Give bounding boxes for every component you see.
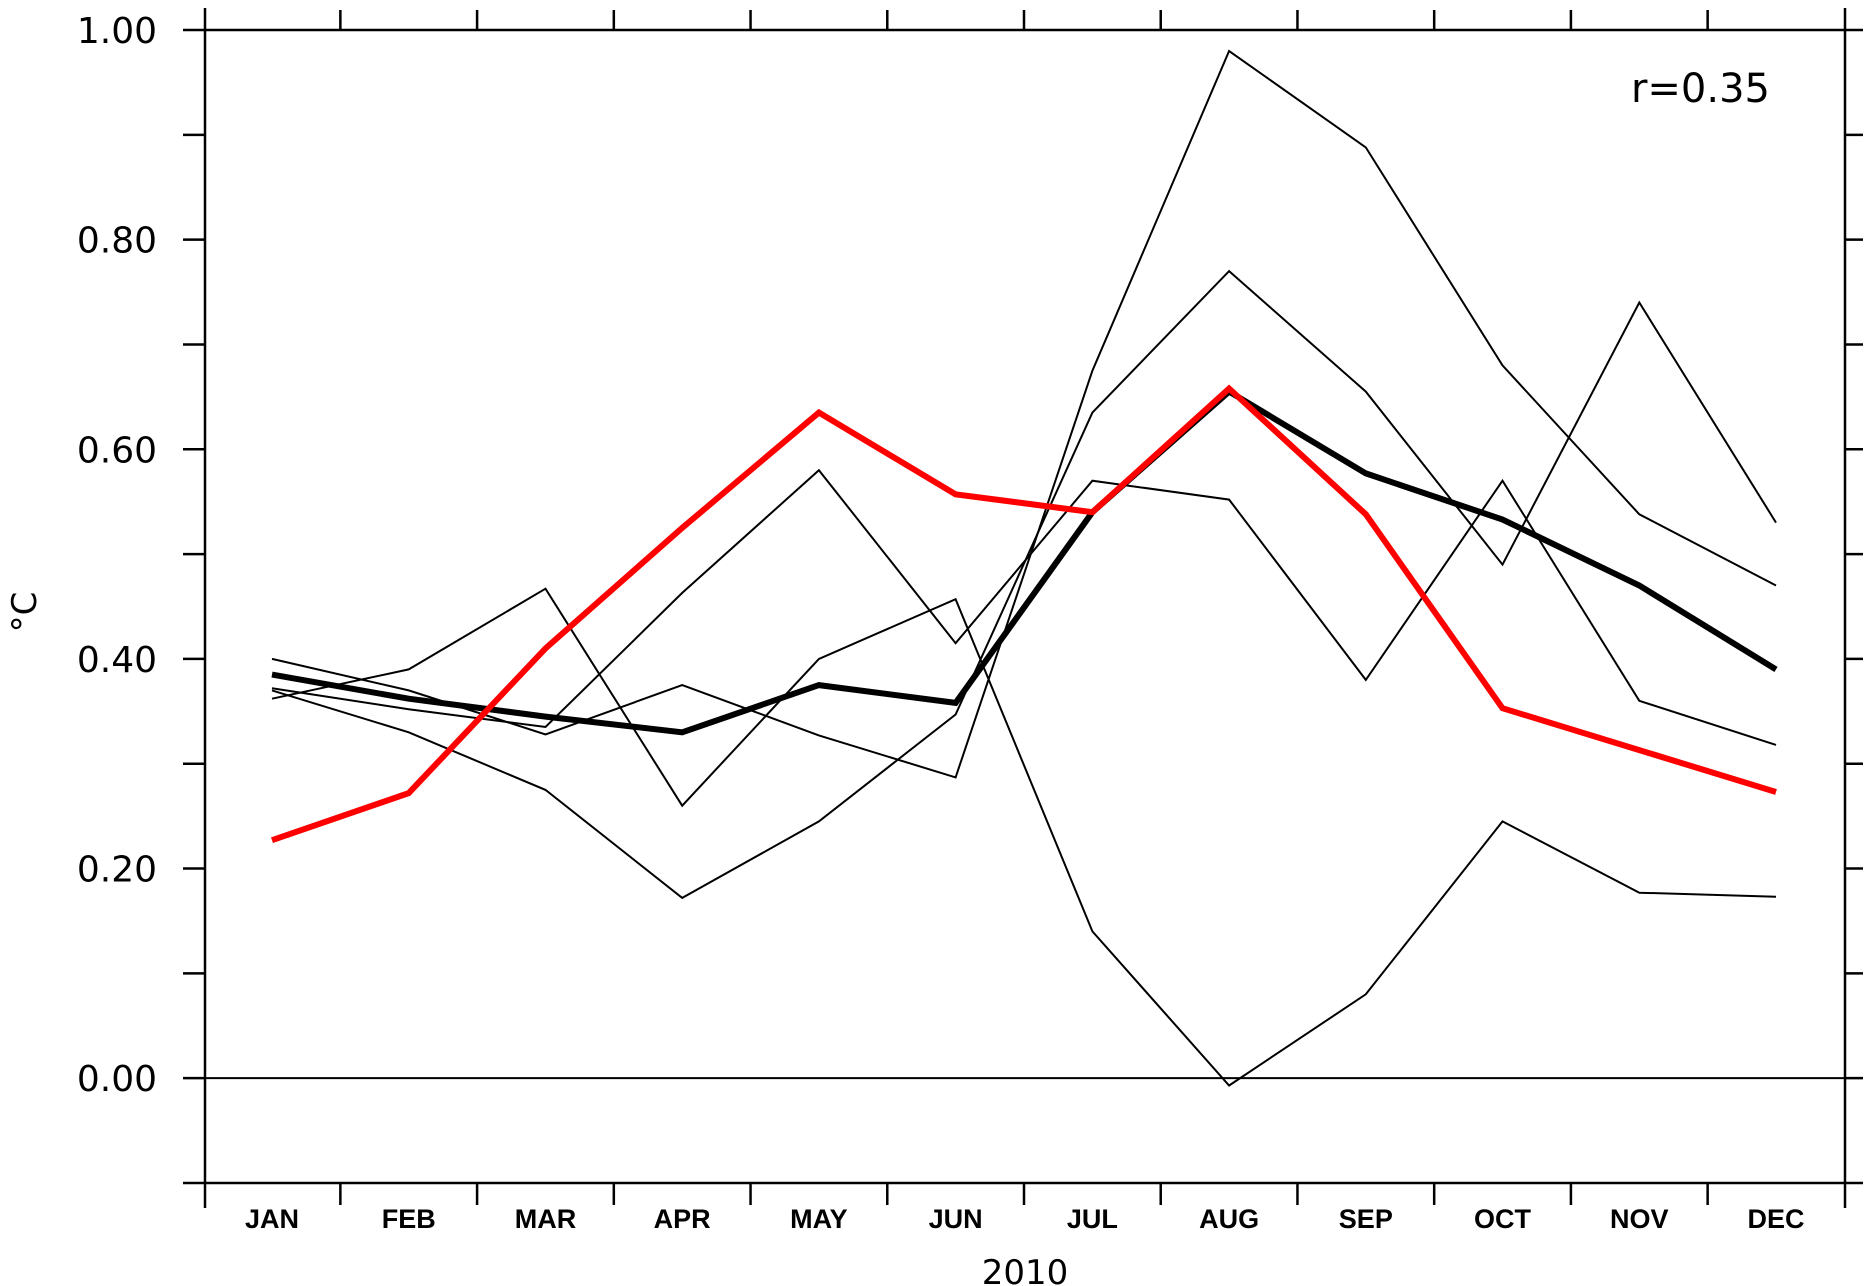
x-tick-label: OCT [1474, 1204, 1532, 1234]
y-tick-label: 1.00 [77, 11, 157, 52]
x-tick-label: MAR [515, 1204, 577, 1234]
x-tick-label: NOV [1610, 1204, 1669, 1234]
x-tick-label: APR [654, 1204, 711, 1234]
y-tick-label: 0.00 [77, 1059, 157, 1100]
series-line-1 [271, 269, 1777, 900]
y-tick-label: 0.60 [77, 430, 157, 471]
tick-labels: 0.00 0.20 0.40 0.60 0.80 1.00 JAN FEB MAR APR MAY J… [77, 11, 1805, 1234]
x-tick-label: JUL [1067, 1204, 1118, 1234]
series-line-6 [271, 384, 1777, 844]
series-line-3 [271, 49, 1777, 779]
series-line-5 [271, 387, 1778, 736]
y-tick-label: 0.20 [77, 850, 157, 891]
y-axis-label: °C [5, 592, 45, 633]
x-tick-label: AUG [1199, 1204, 1259, 1234]
y-tick-label: 0.40 [77, 640, 157, 681]
y-tick-label: 0.80 [77, 221, 157, 262]
x-tick-label: SEP [1339, 1204, 1393, 1234]
x-tick-label: DEC [1747, 1204, 1804, 1234]
x-tick-label: JUN [929, 1204, 983, 1234]
x-axis-label: 2010 [982, 1253, 1069, 1286]
axis-ticks [183, 10, 1863, 1205]
series-lines [271, 49, 1778, 1087]
x-tick-label: JAN [245, 1204, 299, 1234]
x-tick-label: MAY [790, 1204, 848, 1234]
x-tick-label: FEB [382, 1204, 436, 1234]
correlation-annotation: r=0.35 [1631, 66, 1770, 112]
series-line-2 [271, 587, 1777, 1087]
series-line-4 [271, 468, 1777, 746]
